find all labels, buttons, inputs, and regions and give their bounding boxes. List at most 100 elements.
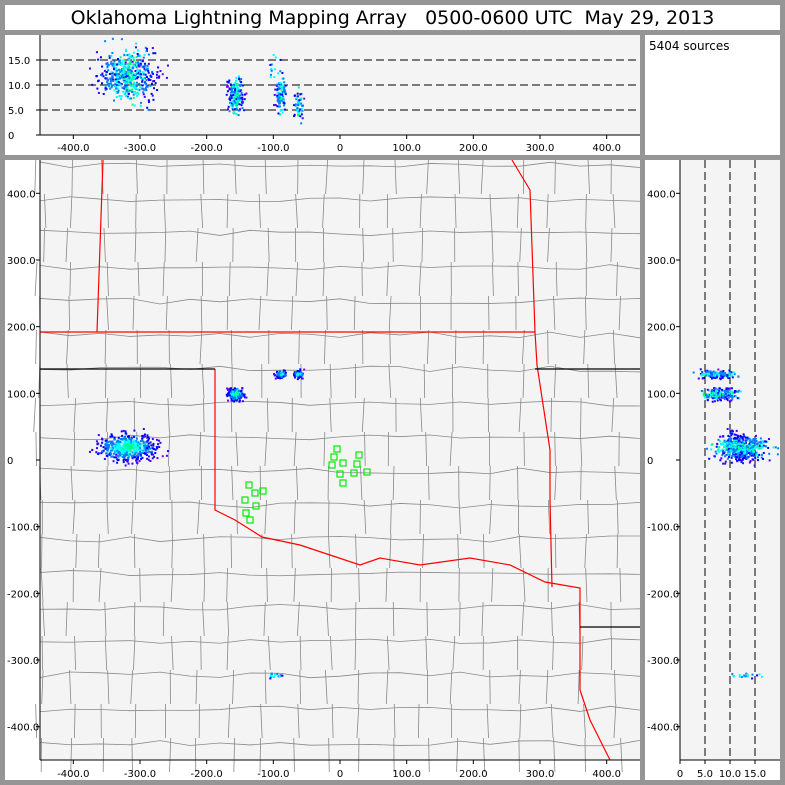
source-point-altitude-x [142,88,145,91]
source-point-altitude-x [156,89,159,92]
right-y-tick-label: 0 [647,456,653,467]
source-point [119,451,122,454]
source-point [154,451,157,454]
source-point-altitude-x [300,110,303,113]
county-line [331,703,334,739]
county-line [619,567,622,603]
source-point-altitude-y [747,449,750,452]
source-point-altitude-y [748,446,751,449]
source-point-altitude-x [270,63,273,66]
source-point-altitude-x [140,73,143,76]
lma-station-marker [242,509,250,517]
source-point-altitude-x [283,81,286,84]
source-point-altitude-y [733,373,736,376]
source-point-altitude-y [740,441,743,444]
source-point-altitude-y [718,396,721,399]
source-point-altitude-x [238,103,241,106]
source-point [106,449,109,452]
county-line [329,397,332,433]
source-point-altitude-x [117,75,120,78]
source-point-altitude-x [228,87,231,90]
source-point-altitude-x [136,94,139,97]
source-point-altitude-x [106,77,109,80]
source-point-altitude-x [230,94,233,97]
source-point-altitude-x [132,57,135,60]
source-point-altitude-y [724,392,727,395]
source-point-altitude-y [699,373,702,376]
plan-y-tick-label: -200.0 [7,589,39,600]
source-point [229,389,232,392]
source-point-altitude-x [136,76,139,79]
source-point-altitude-x [132,64,135,67]
source-point-altitude-x [115,81,118,84]
source-point-altitude-x [278,100,281,103]
source-point-altitude-x [125,50,128,53]
source-point-altitude-y [706,447,709,450]
source-point [115,446,118,449]
source-point [297,373,300,376]
source-point [117,455,120,458]
source-point-altitude-x [125,82,128,85]
source-point-altitude-y [753,443,756,446]
source-point [130,447,133,450]
source-point [128,437,131,440]
source-point-altitude-y [731,672,734,675]
source-point-altitude-y [714,373,717,376]
top-x-tick-label: 400.0 [592,143,621,154]
county-line [418,703,420,739]
source-point-altitude-y [724,462,727,465]
source-point-altitude-y [709,375,712,378]
source-point [235,393,238,396]
county-line [518,397,522,433]
source-point [298,370,301,373]
county-line [133,601,136,637]
source-point [228,387,231,390]
source-point-altitude-x [274,56,277,59]
source-point-altitude-x [154,52,157,55]
source-point-altitude-x [230,97,233,100]
source-point-altitude-y [738,452,741,455]
source-point-altitude-x [111,75,114,78]
county-line [230,533,232,569]
source-point-altitude-x [111,51,114,54]
source-point-altitude-y [710,394,713,397]
source-point-altitude-y [701,372,704,375]
county-line [547,227,550,263]
source-point-altitude-x [141,87,144,90]
source-point-altitude-y [753,464,756,467]
source-point-altitude-y [728,445,731,448]
source-point [129,443,132,446]
source-point-altitude-x [149,78,152,81]
source-point [123,443,126,446]
source-point-altitude-x [231,92,234,95]
source-point-altitude-y [712,370,715,373]
source-point-altitude-x [279,86,282,89]
source-point [146,451,149,454]
source-point-altitude-x [115,96,118,99]
source-point [231,392,234,395]
source-point-altitude-y [724,448,727,451]
source-point-altitude-x [297,86,300,89]
source-point [88,450,91,453]
source-point-altitude-y [738,442,741,445]
source-point-altitude-x [147,108,150,111]
source-point-altitude-y [747,455,750,458]
source-point [225,393,228,396]
source-point-altitude-x [281,90,284,93]
source-point [105,446,108,449]
source-point-altitude-x [112,79,115,82]
source-point [110,447,113,450]
top-x-tick-label: -400.0 [57,143,89,154]
source-point-altitude-x [234,104,237,107]
source-point [144,447,147,450]
source-point [118,443,121,446]
source-point-altitude-x [133,76,136,79]
source-point-altitude-y [730,447,733,450]
source-point [133,443,136,446]
right-y-tick-label: 300.0 [647,256,676,267]
source-point [294,372,297,375]
source-point-altitude-x [105,73,108,76]
source-point [143,451,146,454]
county-line [200,193,204,229]
source-point-altitude-y [745,444,748,447]
